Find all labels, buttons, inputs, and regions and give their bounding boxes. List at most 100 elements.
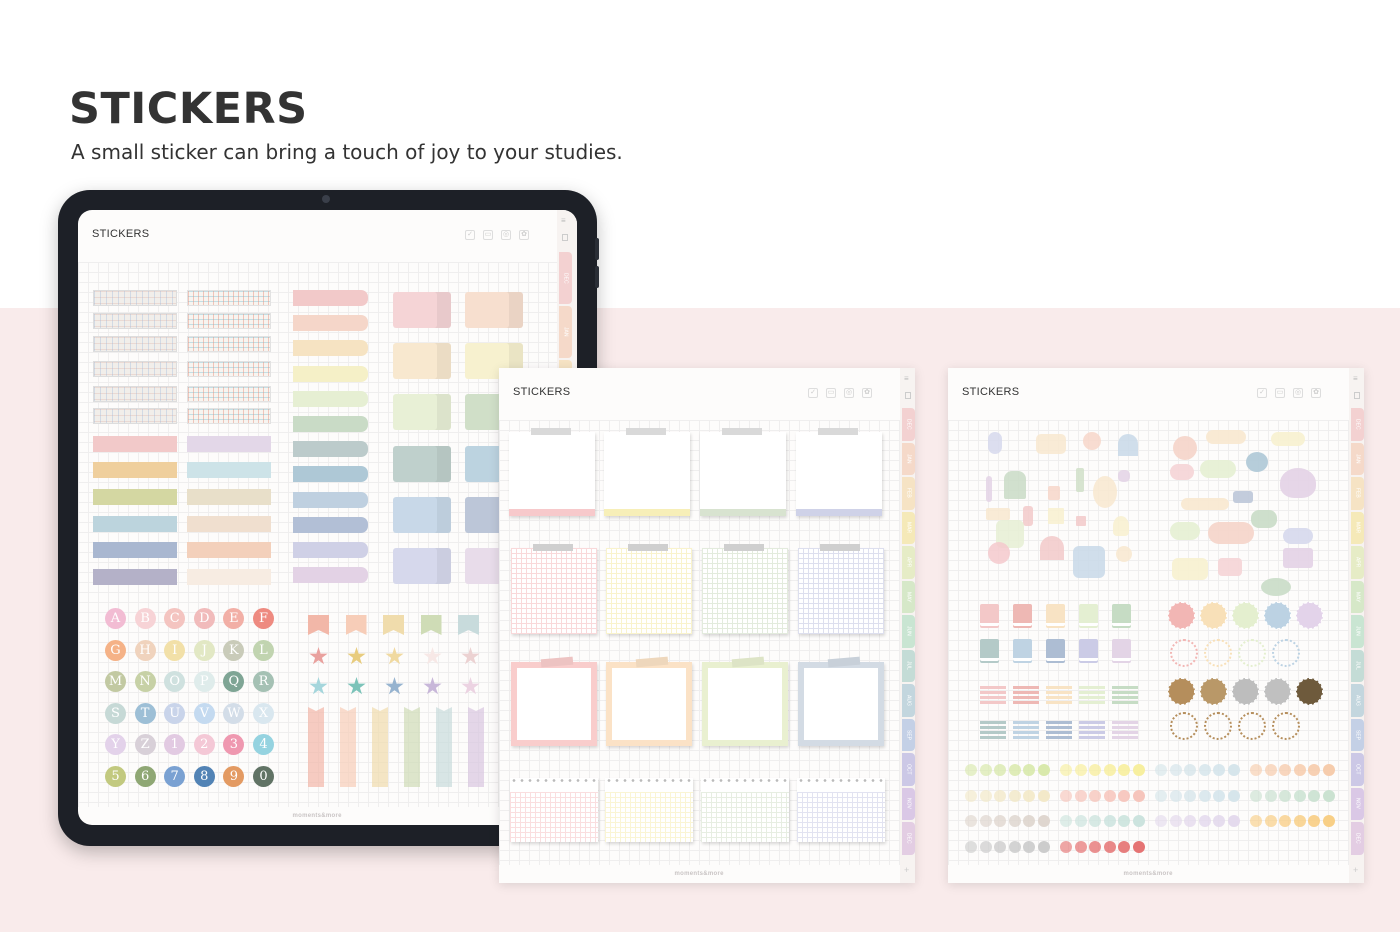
tab-may[interactable]: MAY	[902, 580, 915, 613]
grid-lines	[510, 792, 598, 842]
emoji-face-sticker	[1037, 764, 1050, 776]
tab-dec[interactable]: DEC	[559, 252, 572, 304]
settings-icon[interactable]: ✿	[862, 388, 872, 398]
emoji-face-sticker	[1250, 815, 1262, 827]
tab-jun[interactable]: JUN	[1351, 615, 1364, 648]
globe-icon[interactable]: ◎	[501, 230, 511, 240]
tab-jun[interactable]: JUN	[902, 615, 915, 648]
emoji-face-sticker	[1008, 789, 1021, 802]
tab-aug[interactable]: AUG	[1351, 684, 1364, 717]
emoji-face-sticker	[1227, 789, 1240, 802]
tab-jan[interactable]: JAN	[559, 306, 572, 358]
spiral-note-sticker	[510, 778, 598, 842]
letter-sticker-m: M	[105, 671, 126, 692]
briefcase-icon[interactable]: ▭	[1275, 388, 1285, 398]
bookmark-icon[interactable]	[905, 392, 911, 399]
emoji-face-sticker	[1118, 764, 1130, 776]
emoji-face-sticker	[1008, 815, 1021, 827]
tab-sticker	[293, 416, 368, 432]
washi-tape-sticker	[93, 313, 177, 329]
tab-may[interactable]: MAY	[1351, 580, 1364, 613]
tab-apr[interactable]: APR	[1351, 546, 1364, 579]
volume-button	[595, 266, 599, 288]
emoji-face-sticker	[1198, 789, 1211, 802]
letter-sticker-q: Q	[223, 671, 245, 692]
book-stack-sticker	[1013, 686, 1039, 704]
tab-sticker	[293, 491, 368, 508]
book-sticker	[1079, 604, 1098, 626]
bookmark-icon[interactable]	[562, 234, 568, 241]
decorative-shape-sticker	[1116, 546, 1132, 562]
briefcase-icon[interactable]: ▭	[826, 388, 836, 398]
add-tab-button[interactable]: +	[904, 864, 910, 875]
tab-jan[interactable]: JAN	[1351, 442, 1364, 475]
tab-mar[interactable]: MAR	[902, 511, 915, 544]
page-header-title: STICKERS	[92, 228, 150, 240]
settings-icon[interactable]: ✿	[519, 230, 529, 240]
tab-apr[interactable]: APR	[902, 546, 915, 579]
letter-sticker-k: K	[223, 639, 245, 661]
decorative-shape-sticker	[988, 542, 1010, 564]
emoji-face-sticker	[1184, 764, 1196, 776]
flag-sticker	[383, 615, 404, 635]
book-stack-sticker	[980, 686, 1006, 704]
tab-nov[interactable]: NOV	[1351, 787, 1364, 820]
add-tab-button[interactable]: +	[1353, 864, 1359, 875]
emoji-face-sticker	[1293, 764, 1306, 776]
book-sticker	[1013, 604, 1032, 626]
tab-sep[interactable]: SEP	[902, 718, 915, 751]
index-note-sticker	[393, 445, 451, 482]
calendar-check-icon[interactable]: ✓	[1257, 388, 1267, 398]
emoji-face-sticker	[1074, 815, 1087, 827]
photo-frame-sticker	[606, 656, 692, 746]
header-icons: ✓ ▭ ◎ ✿	[1257, 388, 1321, 398]
tape-strip	[540, 656, 574, 668]
tab-oct[interactable]: OCT	[1351, 753, 1364, 786]
emoji-face-sticker	[1103, 815, 1116, 827]
decorative-shape-sticker	[1076, 468, 1084, 492]
tab-jul[interactable]: JUL	[902, 649, 915, 682]
badge-seal-sticker	[1264, 678, 1291, 705]
speech-bubble-sticker	[1283, 548, 1313, 568]
index-note-sticker	[393, 343, 451, 380]
calendar-check-icon[interactable]: ✓	[808, 388, 818, 398]
spiral-holes	[605, 778, 693, 783]
tab-dec[interactable]: DEC	[902, 822, 915, 855]
menu-icon[interactable]: ≡	[1353, 374, 1358, 383]
book-sticker	[1013, 639, 1032, 661]
bookmark-icon[interactable]	[1354, 392, 1360, 399]
tab-sep[interactable]: SEP	[1351, 718, 1364, 751]
speech-bubble-sticker	[1218, 558, 1242, 576]
letter-sticker-p: P	[193, 671, 215, 692]
settings-icon[interactable]: ✿	[1311, 388, 1321, 398]
tab-mar[interactable]: MAR	[1351, 511, 1364, 544]
grid-note-sticker	[606, 544, 692, 634]
tab-oct[interactable]: OCT	[902, 753, 915, 786]
menu-icon[interactable]: ≡	[904, 374, 909, 383]
tab-jul[interactable]: JUL	[1351, 649, 1364, 682]
speech-bubble-sticker	[1206, 430, 1246, 444]
briefcase-icon[interactable]: ▭	[483, 230, 493, 240]
tab-jan[interactable]: JAN	[902, 442, 915, 475]
speech-bubble-sticker	[1200, 460, 1236, 478]
tab-feb[interactable]: FEB	[1351, 477, 1364, 510]
emoji-face-sticker	[965, 764, 977, 776]
tab-nov[interactable]: NOV	[902, 787, 915, 820]
menu-icon[interactable]: ≡	[561, 216, 566, 225]
book-stack-sticker	[1079, 686, 1105, 704]
tab-feb[interactable]: FEB	[902, 477, 915, 510]
tab-dec[interactable]: DEC	[1351, 408, 1364, 441]
tab-dec[interactable]: DEC	[1351, 822, 1364, 855]
emoji-face-sticker	[1037, 840, 1050, 853]
globe-icon[interactable]: ◎	[844, 388, 854, 398]
color-tape-sticker	[187, 489, 271, 505]
washi-tape-sticker	[93, 290, 177, 306]
tab-aug[interactable]: AUG	[902, 684, 915, 717]
tab-strip: ≡ DEC JAN FEB MAR APR MAY JUN JUL AUG SEP OCT NOV DEC…	[900, 368, 915, 883]
emoji-face-sticker	[1060, 789, 1072, 802]
color-tape-sticker	[187, 436, 271, 452]
globe-icon[interactable]: ◎	[1293, 388, 1303, 398]
calendar-check-icon[interactable]: ✓	[465, 230, 475, 240]
tab-dec[interactable]: DEC	[902, 408, 915, 441]
letter-sticker-e: E	[223, 608, 245, 629]
